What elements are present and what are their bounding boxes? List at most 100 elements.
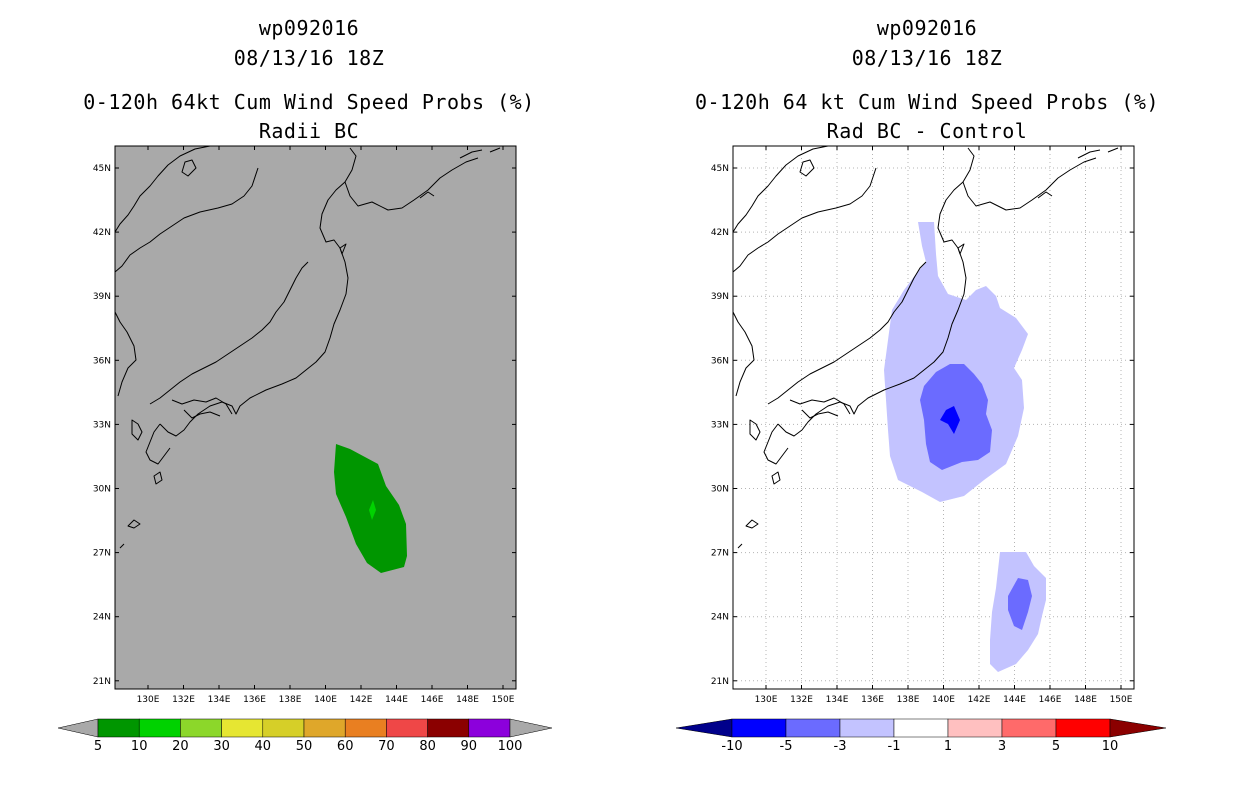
- lat-label: 45N: [93, 164, 111, 174]
- colorbar-label: 3: [998, 739, 1006, 754]
- lon-axis: 130E 132E 134E 136E 138E 140E 142E 144E 146E 148E…: [755, 146, 1133, 705]
- lon-label: 136E: [861, 695, 884, 705]
- lat-label: 30N: [93, 485, 111, 495]
- lon-label: 130E: [137, 695, 160, 705]
- colorbar: -10 -5 -3 -1 1 3 5 10: [675, 718, 1167, 754]
- coastline: [114, 145, 501, 549]
- colorbar-swatch: [839, 718, 895, 738]
- plot-title: 0-120h 64 kt Cum Wind Speed Probs (%): [694, 90, 1160, 114]
- colorbar-label: -10: [721, 739, 742, 754]
- colorbar-swatch: [180, 718, 222, 738]
- lon-label: 148E: [456, 695, 479, 705]
- colorbar-label: -1: [888, 739, 901, 754]
- lat-label: 39N: [93, 292, 111, 302]
- lon-label: 138E: [897, 695, 920, 705]
- colorbar-max-arrow: [1109, 718, 1167, 738]
- lon-label: 132E: [172, 695, 195, 705]
- colorbar-swatch: [344, 718, 387, 738]
- colorbar-label: 80: [419, 739, 436, 754]
- lat-axis: 45N 42N 39N 36N 33N 30N 27N 24N 21N: [93, 164, 516, 687]
- lon-label: 136E: [243, 695, 266, 705]
- colorbar-label: -3: [834, 739, 847, 754]
- panel-radii-bc: wp092016 08/13/16 18Z 0-120h 64kt Cum Wi…: [57, 16, 553, 754]
- lon-label: 148E: [1074, 695, 1097, 705]
- colorbar-label: 20: [172, 739, 189, 754]
- lat-label: 42N: [711, 228, 729, 238]
- lat-label: 27N: [711, 549, 729, 559]
- diff-contour-minus1-north: [884, 222, 1028, 502]
- lat-label: 24N: [711, 613, 729, 623]
- lon-label: 140E: [314, 695, 337, 705]
- colorbar-swatch: [221, 718, 264, 738]
- lat-label: 21N: [93, 677, 111, 687]
- diff-contour-minus3-south: [1008, 578, 1032, 630]
- lon-label: 142E: [350, 695, 373, 705]
- map-rad-bc-control: 45N 42N 39N 36N 33N 30N 27N 24N 21N 130E 132E 134E…: [675, 145, 1167, 754]
- colorbar-label: 10: [131, 739, 148, 754]
- colorbar-label: 5: [94, 739, 102, 754]
- colorbar-swatch: [468, 718, 511, 738]
- colorbar-swatch: [427, 718, 470, 738]
- lon-label: 144E: [1003, 695, 1026, 705]
- colorbar-label: 60: [337, 739, 354, 754]
- lat-label: 24N: [93, 613, 111, 623]
- lat-axis: 45N 42N 39N 36N 33N 30N 27N 24N 21N: [711, 164, 1134, 687]
- colorbar-label: 40: [255, 739, 272, 754]
- plot-title: 0-120h 64kt Cum Wind Speed Probs (%): [83, 90, 535, 114]
- lat-label: 42N: [93, 228, 111, 238]
- lon-label: 146E: [421, 695, 444, 705]
- lon-label: 138E: [279, 695, 302, 705]
- datetime: 08/13/16 18Z: [233, 46, 385, 70]
- lon-label: 132E: [790, 695, 813, 705]
- colorbar-swatch: [893, 718, 949, 738]
- colorbar-swatch: [1055, 718, 1111, 738]
- colorbar-swatch: [303, 718, 346, 738]
- lat-label: 30N: [711, 485, 729, 495]
- colorbar-max-arrow: [509, 718, 553, 738]
- colorbar-label: 90: [461, 739, 478, 754]
- colorbar-label: 5: [1052, 739, 1060, 754]
- colorbar-swatch: [785, 718, 841, 738]
- lon-label: 134E: [826, 695, 849, 705]
- panel-rad-bc-control: wp092016 08/13/16 18Z 0-120h 64 kt Cum W…: [618, 0, 1236, 800]
- colorbar-swatch: [262, 718, 305, 738]
- datetime: 08/13/16 18Z: [851, 46, 1003, 70]
- colorbar-label: 50: [296, 739, 313, 754]
- colorbar-label: -5: [780, 739, 793, 754]
- colorbar-label: 10: [1102, 739, 1119, 754]
- colorbar-swatch: [138, 718, 181, 738]
- lat-label: 39N: [711, 292, 729, 302]
- colorbar-min-arrow: [675, 718, 733, 738]
- lon-label: 144E: [385, 695, 408, 705]
- colorbar-min-arrow: [57, 718, 99, 738]
- lon-label: 130E: [755, 695, 778, 705]
- lat-label: 21N: [711, 677, 729, 687]
- prob-contour-10: [369, 500, 376, 520]
- storm-id: wp092016: [258, 16, 360, 40]
- lon-label: 150E: [1110, 695, 1133, 705]
- lat-label: 36N: [711, 356, 729, 366]
- coastline: [732, 145, 1119, 549]
- lon-label: 146E: [1039, 695, 1062, 705]
- plot-subtitle: Rad BC - Control: [826, 119, 1028, 143]
- storm-id: wp092016: [876, 16, 978, 40]
- colorbar-label: 1: [944, 739, 952, 754]
- lat-label: 33N: [711, 420, 729, 430]
- colorbar-swatch: [386, 718, 428, 738]
- colorbar-label: 30: [213, 739, 230, 754]
- colorbar-swatch: [731, 718, 787, 738]
- lat-label: 27N: [93, 549, 111, 559]
- colorbar-swatch: [97, 718, 140, 738]
- lat-label: 36N: [93, 356, 111, 366]
- lon-label: 150E: [492, 695, 515, 705]
- lat-label: 45N: [711, 164, 729, 174]
- colorbar-label: 70: [378, 739, 395, 754]
- lon-label: 140E: [932, 695, 955, 705]
- map-radii-bc: 45N 42N 39N 36N 33N 30N 27N 24N 21N 130E 132E 134E…: [57, 145, 553, 754]
- colorbar-swatch: [947, 718, 1003, 738]
- plot-subtitle: Radii BC: [258, 119, 360, 143]
- lon-label: 134E: [208, 695, 231, 705]
- lat-label: 33N: [93, 420, 111, 430]
- colorbar-label: 100: [498, 739, 523, 754]
- colorbar-swatch: [1001, 718, 1057, 738]
